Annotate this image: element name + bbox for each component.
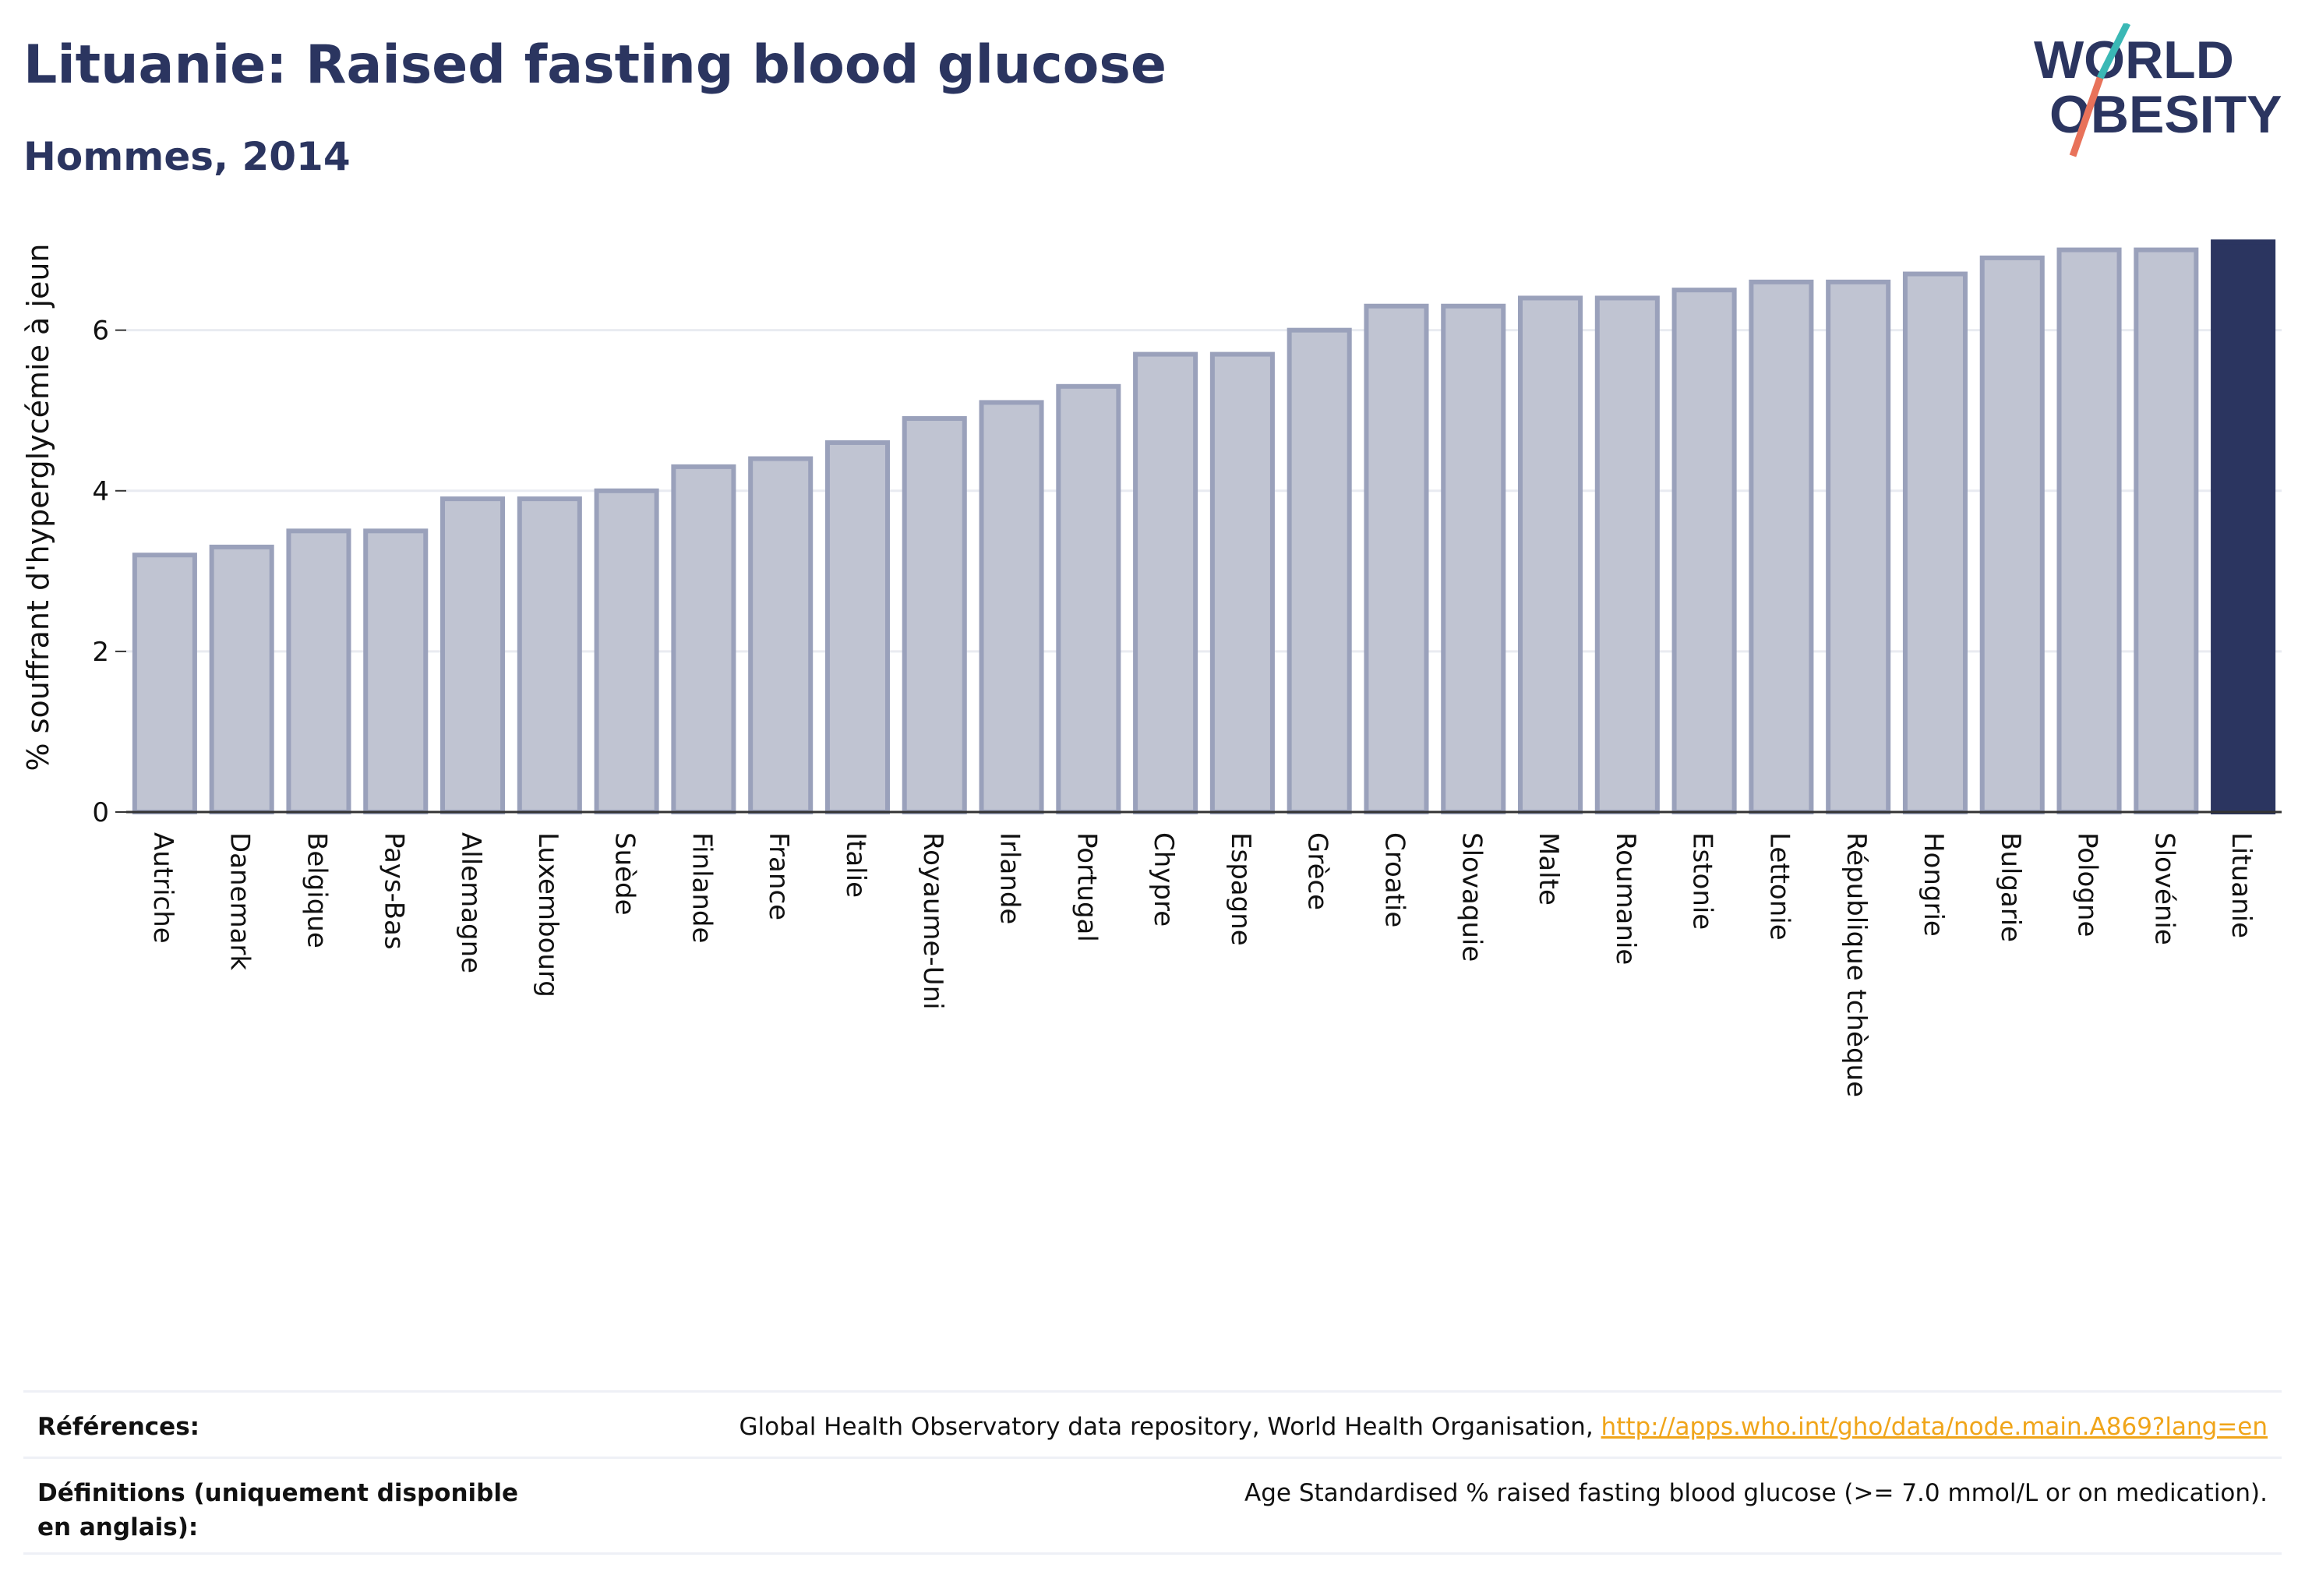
bar-lettonie[interactable] [1749, 279, 1814, 815]
x-tick-label: Slovaquie [1456, 832, 1487, 962]
bar-estonie[interactable] [1671, 288, 1737, 814]
bar-belgique[interactable] [286, 528, 351, 814]
x-tick-label: Portugal [1071, 832, 1102, 942]
bar-pologne[interactable] [2056, 247, 2122, 815]
references-label: Références: [37, 1413, 200, 1441]
x-axis-labels: Autriche Danemark Belgique Pays-Bas Allemagn… [147, 832, 2257, 1097]
bar-royaume-uni[interactable] [902, 416, 967, 814]
x-tick-label: Belgique [301, 832, 332, 948]
x-tick-label: Luxembourg [532, 832, 563, 998]
y-tick-label: 2 [92, 637, 109, 668]
bar-croatie[interactable] [1364, 303, 1429, 814]
y-tick-label: 6 [92, 316, 109, 347]
definitions-text: Age Standardised % raised fasting blood … [1244, 1479, 2268, 1507]
bar-luxembourg[interactable] [517, 496, 582, 814]
bar-italie[interactable] [824, 440, 890, 814]
x-tick-label: Pologne [2072, 832, 2103, 937]
x-tick-label: Allemagne [455, 832, 486, 973]
x-tick-label: Bulgarie [1995, 832, 2026, 942]
references-table: Références: Global Health Observatory da… [23, 1390, 2282, 1555]
logo-teal-slash [2096, 23, 2131, 80]
logo-coral-slash [2069, 76, 2104, 157]
bars [132, 239, 2276, 815]
bar-chart: 0 2 4 6 Autriche Danemark Belgique Pays-Bas All… [21, 239, 2282, 1097]
bar-finlande[interactable] [671, 464, 736, 814]
bar-chypre[interactable] [1133, 351, 1198, 815]
y-tick-label: 4 [92, 476, 109, 507]
bar-lituanie[interactable] [2211, 239, 2276, 814]
x-tick-label: Espagne [1225, 832, 1256, 946]
x-tick-label: Hongrie [1918, 832, 1949, 937]
x-tick-label: Grèce [1302, 832, 1333, 910]
bar-france[interactable] [748, 456, 814, 814]
references-link[interactable]: http://apps.who.int/gho/data/node.main.A… [1601, 1413, 2268, 1441]
x-tick-label: Croatie [1378, 832, 1410, 927]
x-tick-label: Irlande [994, 832, 1025, 924]
x-tick-label: Lettonie [1763, 832, 1795, 941]
x-tick-label: Royaume-Uni [917, 832, 948, 1010]
x-tick-label: Italie [840, 832, 871, 898]
bar-danemark[interactable] [209, 544, 274, 815]
x-tick-label: Finlande [686, 832, 717, 943]
y-axis-label: % souffrant d'hyperglycémie à jeun [21, 243, 55, 771]
x-tick-label: Pays-Bas [378, 832, 409, 950]
x-tick-label: Slovénie [2148, 832, 2180, 945]
bar-hongrie[interactable] [1902, 271, 1968, 814]
bar-irlande[interactable] [979, 400, 1044, 814]
bar-roumanie[interactable] [1594, 295, 1660, 814]
x-tick-label: Danemark [224, 832, 256, 970]
definitions-label: Définitions (uniquement disponible en an… [37, 1479, 519, 1541]
bar-su-de[interactable] [594, 488, 659, 814]
bar-bulgarie[interactable] [1979, 255, 2045, 814]
logo-word-1: WORLD [2034, 30, 2234, 90]
x-tick-label: Chypre [1148, 832, 1179, 927]
definitions-row: Définitions (uniquement disponible en an… [23, 1457, 2282, 1555]
bar-allemagne[interactable] [440, 496, 506, 814]
bar-autriche[interactable] [132, 553, 197, 814]
x-tick-label: Lituanie [2226, 832, 2257, 938]
x-tick-label: Suède [609, 832, 641, 916]
world-obesity-logo: WORLD OBESITY [2034, 23, 2282, 157]
y-tick-label: 0 [92, 797, 109, 828]
references-source: Global Health Observatory data repositor… [739, 1413, 1601, 1441]
x-tick-label: Estonie [1687, 832, 1718, 930]
bar-slov-nie[interactable] [2134, 247, 2199, 815]
bar-slovaquie[interactable] [1441, 303, 1506, 814]
x-tick-label: Autriche [147, 832, 178, 944]
bar-r-publique-tch-que[interactable] [1826, 279, 1891, 815]
x-tick-label: République tchèque [1841, 832, 1872, 1097]
y-axis-ticks: 0 2 4 6 [92, 316, 126, 828]
bar-espagne[interactable] [1209, 351, 1275, 815]
references-text: Global Health Observatory data repositor… [739, 1410, 2268, 1444]
page-title: Lituanie: Raised fasting blood glucose [23, 34, 1167, 96]
bar-malte[interactable] [1518, 295, 1583, 814]
x-tick-label: Roumanie [1610, 832, 1641, 965]
page-subtitle: Hommes, 2014 [23, 134, 351, 179]
bar-pays-bas[interactable] [363, 528, 429, 814]
x-tick-label: Malte [1533, 832, 1564, 906]
x-tick-label: France [763, 832, 794, 920]
bar-gr-ce[interactable] [1287, 327, 1352, 814]
bar-portugal[interactable] [1056, 383, 1121, 814]
references-row: Références: Global Health Observatory da… [23, 1390, 2282, 1457]
